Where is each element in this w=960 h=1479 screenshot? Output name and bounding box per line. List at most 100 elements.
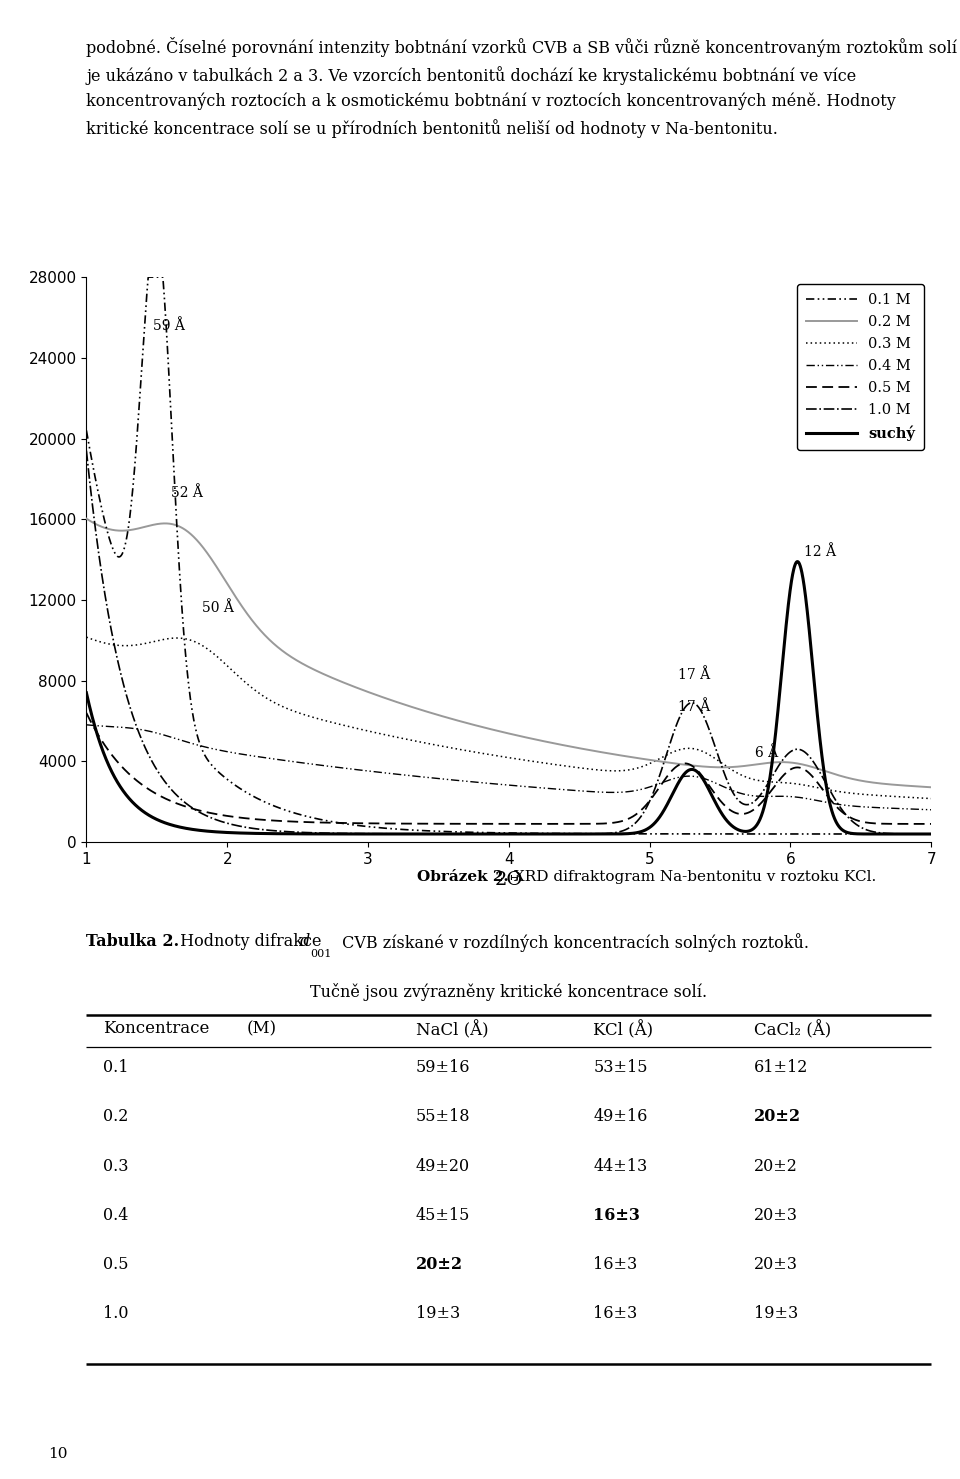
0.1 M [178, 614, 189, 632]
0.1 M [81, 422, 92, 439]
0.3 M [404, 731, 416, 748]
Text: Obrázek 2.: Obrázek 2. [417, 870, 509, 884]
suchý [925, 825, 937, 843]
0.5 M [228, 808, 239, 825]
Text: Hodnoty difrakce: Hodnoty difrakce [175, 933, 326, 950]
0.5 M [177, 797, 188, 815]
0.1 M [143, 268, 155, 285]
Text: 17 Å: 17 Å [678, 667, 709, 682]
Text: 19±3: 19±3 [416, 1306, 460, 1322]
Text: 0.4: 0.4 [104, 1207, 129, 1223]
0.3 M [909, 788, 921, 806]
1.0 M [177, 791, 188, 809]
Text: 49±16: 49±16 [593, 1108, 648, 1126]
0.4 M [818, 793, 829, 810]
0.2 M [442, 708, 453, 726]
suchý [81, 683, 92, 701]
1.0 M [404, 825, 416, 843]
0.1 M [442, 822, 453, 840]
Text: 10: 10 [48, 1448, 67, 1461]
0.5 M [404, 815, 416, 833]
Text: d: d [300, 933, 310, 950]
0.5 M [442, 815, 453, 833]
1.0 M [442, 825, 453, 843]
Line: 1.0 M: 1.0 M [86, 451, 931, 834]
Text: Tabulka 2.: Tabulka 2. [86, 933, 180, 950]
suchý [909, 825, 921, 843]
Text: 59±16: 59±16 [416, 1059, 470, 1077]
Text: XRD difraktogram Na-bentonitu v roztoku KCl.: XRD difraktogram Na-bentonitu v roztoku … [509, 870, 876, 884]
Text: 50 Å: 50 Å [202, 600, 233, 615]
1.0 M [228, 816, 239, 834]
0.1 M [228, 775, 239, 793]
0.2 M [177, 519, 188, 537]
0.4 M [925, 802, 937, 819]
suchý [818, 762, 829, 779]
0.2 M [818, 762, 829, 779]
suchý [792, 553, 804, 571]
0.2 M [228, 584, 239, 602]
Text: 16±3: 16±3 [593, 1207, 640, 1223]
Legend: 0.1 M, 0.2 M, 0.3 M, 0.4 M, 0.5 M, 1.0 M, suchý: 0.1 M, 0.2 M, 0.3 M, 0.4 M, 0.5 M, 1.0 M… [797, 284, 924, 450]
Text: 0.2: 0.2 [104, 1108, 129, 1126]
1.0 M [81, 442, 92, 460]
Line: 0.2 M: 0.2 M [86, 519, 931, 787]
0.1 M [925, 825, 937, 843]
Text: 20±3: 20±3 [754, 1256, 798, 1273]
Text: CaCl₂ (Å): CaCl₂ (Å) [754, 1021, 831, 1038]
Text: CVB získané v rozdílných koncentracích solných roztoků.: CVB získané v rozdílných koncentracích s… [337, 933, 809, 952]
Text: 1.0: 1.0 [104, 1306, 129, 1322]
0.5 M [925, 815, 937, 833]
0.5 M [909, 815, 921, 833]
Text: 19±3: 19±3 [754, 1306, 798, 1322]
Text: 20±3: 20±3 [754, 1207, 798, 1223]
Text: 001: 001 [310, 950, 331, 958]
Text: 12 Å: 12 Å [804, 544, 836, 559]
Text: 44±13: 44±13 [593, 1158, 648, 1174]
Text: NaCl (Å): NaCl (Å) [416, 1021, 489, 1038]
Text: 53±15: 53±15 [593, 1059, 648, 1077]
Text: 61±12: 61±12 [754, 1059, 808, 1077]
0.4 M [177, 732, 188, 750]
0.3 M [81, 629, 92, 646]
Text: 0.3: 0.3 [104, 1158, 129, 1174]
Text: 16±3: 16±3 [593, 1256, 637, 1273]
0.3 M [818, 779, 829, 797]
X-axis label: 2Θ: 2Θ [494, 871, 523, 889]
Line: 0.4 M: 0.4 M [86, 725, 931, 810]
Text: 0.1: 0.1 [104, 1059, 129, 1077]
Text: (M): (M) [247, 1021, 277, 1037]
Text: 55±18: 55±18 [416, 1108, 470, 1126]
Text: 45±15: 45±15 [416, 1207, 470, 1223]
Line: 0.5 M: 0.5 M [86, 713, 931, 824]
Text: podobné. Číselné porovnání intenzity bobtnání vzorků CVB a SB vůči různě koncent: podobné. Číselné porovnání intenzity bob… [86, 37, 957, 138]
Text: Tučně jsou zvýrazněny kritické koncentrace solí.: Tučně jsou zvýrazněny kritické koncentra… [310, 984, 708, 1001]
Line: 0.1 M: 0.1 M [86, 277, 931, 834]
0.3 M [442, 738, 453, 756]
Text: 6 Å: 6 Å [756, 747, 779, 760]
0.3 M [228, 663, 239, 680]
Text: 59 Å: 59 Å [153, 318, 184, 333]
Text: 17 Å: 17 Å [678, 700, 709, 714]
0.4 M [228, 744, 239, 762]
Text: 0.5: 0.5 [104, 1256, 129, 1273]
0.5 M [818, 782, 829, 800]
Text: KCl (Å): KCl (Å) [593, 1021, 654, 1038]
suchý [404, 825, 416, 843]
0.2 M [909, 778, 921, 796]
Line: suchý: suchý [86, 562, 931, 834]
Text: Koncentrace: Koncentrace [104, 1021, 209, 1037]
0.1 M [405, 821, 417, 839]
0.3 M [925, 790, 937, 808]
Text: 20±2: 20±2 [416, 1256, 463, 1273]
Text: 20±2: 20±2 [754, 1158, 798, 1174]
suchý [228, 824, 239, 842]
Text: 52 Å: 52 Å [171, 487, 203, 500]
0.4 M [909, 800, 921, 818]
0.2 M [81, 510, 92, 528]
0.2 M [404, 698, 416, 716]
Text: 49±20: 49±20 [416, 1158, 470, 1174]
Text: 20±2: 20±2 [754, 1108, 801, 1126]
0.3 M [177, 630, 188, 648]
Text: 16±3: 16±3 [593, 1306, 637, 1322]
